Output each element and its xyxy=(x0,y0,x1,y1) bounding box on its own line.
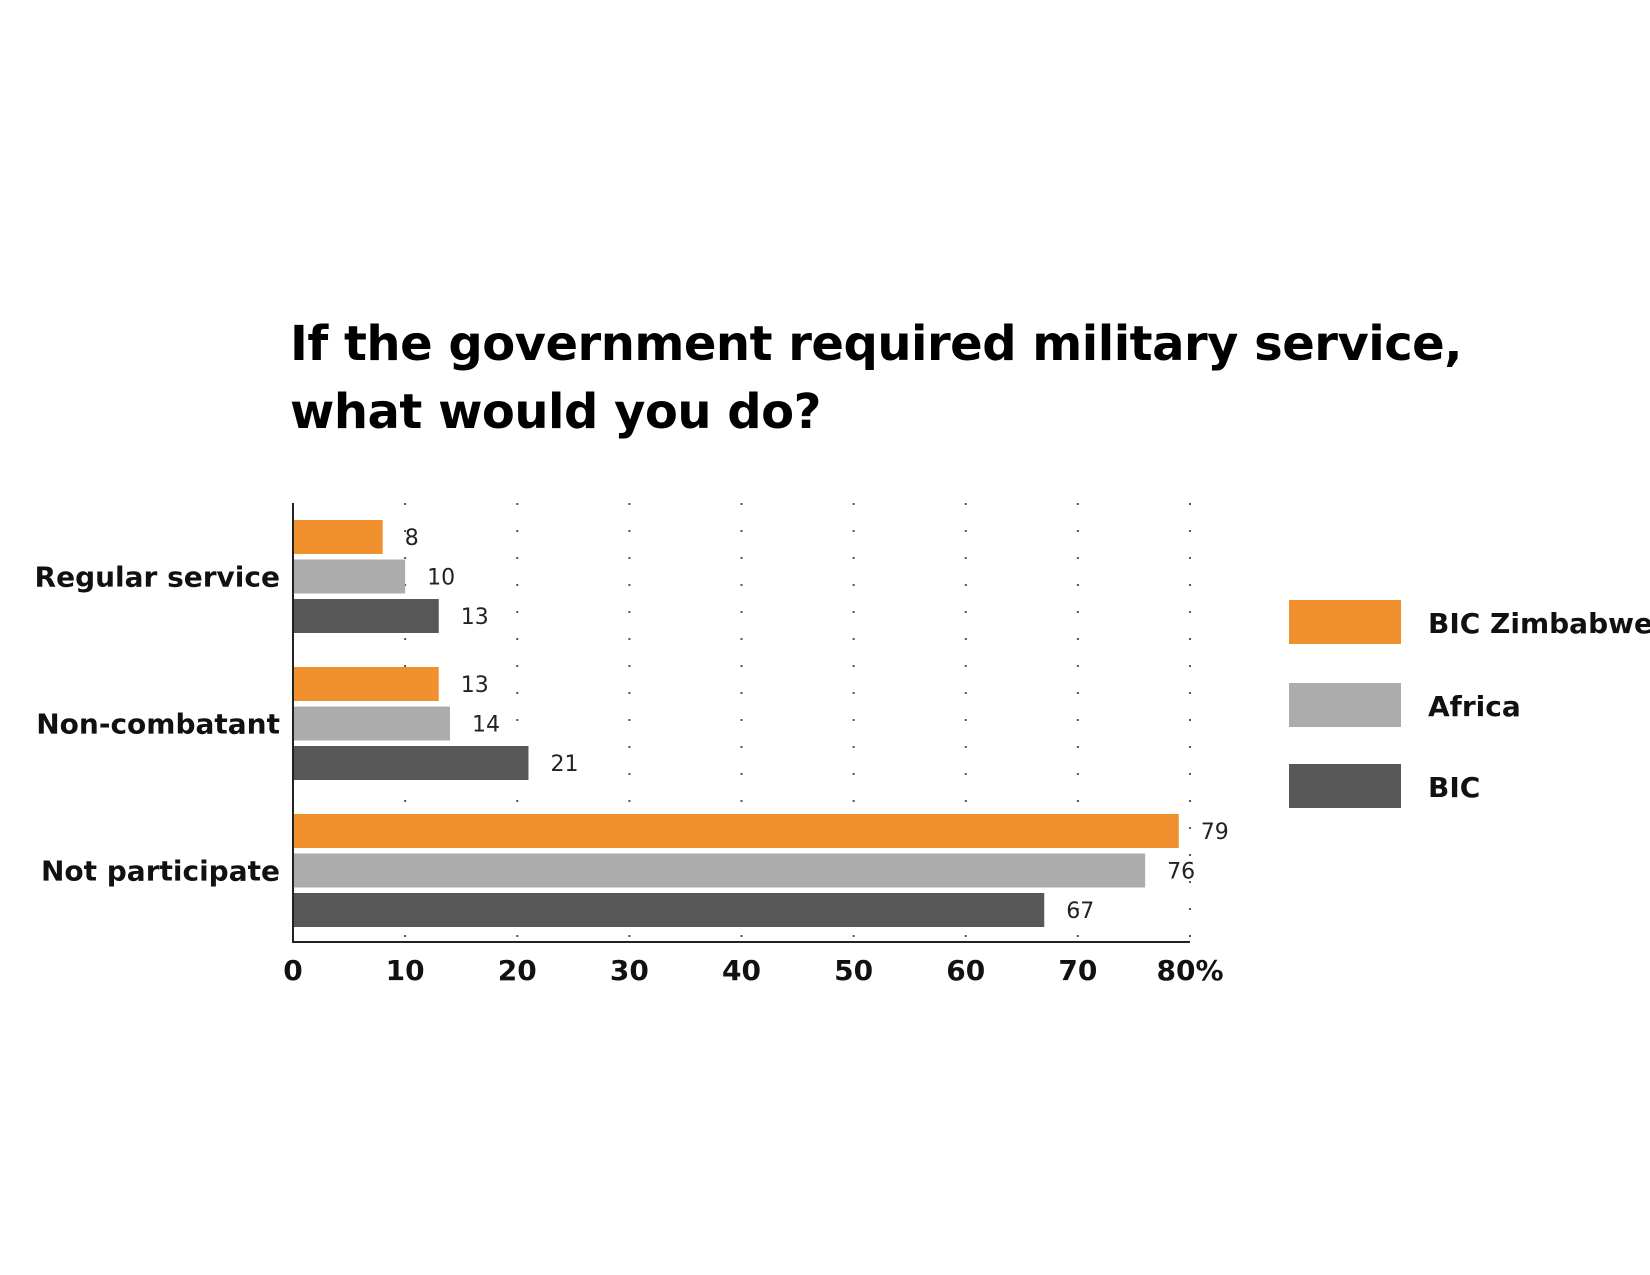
legend-label: Africa xyxy=(1428,690,1521,723)
axes: Regular service Non-combatant Not particip… xyxy=(35,503,1224,987)
bar xyxy=(293,520,383,554)
x-tick-label: 70 xyxy=(1058,954,1097,987)
bar xyxy=(293,667,439,701)
data-label: 13 xyxy=(461,673,489,698)
data-label: 79 xyxy=(1201,820,1229,845)
x-tick-label: 40 xyxy=(722,954,761,987)
bar xyxy=(293,853,1146,888)
data-label: 10 xyxy=(427,566,455,591)
legend-label: BIC Zimbabwe xyxy=(1428,607,1650,640)
bar xyxy=(293,814,1179,848)
category-label: Not participate xyxy=(41,855,280,888)
bar xyxy=(293,599,439,633)
chart-title-line-2: what would you do? xyxy=(290,384,821,440)
category-label: Non-combatant xyxy=(36,708,280,741)
data-label: 8 xyxy=(405,526,419,551)
x-tick-label: 10 xyxy=(386,954,425,987)
legend: BIC Zimbabwe Africa BIC xyxy=(1289,600,1650,808)
legend-swatch xyxy=(1289,683,1401,727)
chart-title-line-1: If the government required military serv… xyxy=(290,316,1462,372)
category-label: Regular service xyxy=(35,561,280,594)
bar xyxy=(293,706,450,741)
bar xyxy=(293,893,1045,927)
x-tick-label: 50 xyxy=(834,954,873,987)
data-label: 14 xyxy=(472,713,500,738)
data-label: 13 xyxy=(461,605,489,630)
legend-label: BIC xyxy=(1428,771,1480,804)
data-label: 76 xyxy=(1167,860,1195,885)
x-tick-label: 0 xyxy=(283,954,302,987)
chart-title: If the government required military serv… xyxy=(290,310,1462,446)
bar xyxy=(293,746,529,780)
x-tick-label: 80% xyxy=(1156,954,1223,987)
x-tick-label: 60 xyxy=(946,954,985,987)
legend-swatch xyxy=(1289,764,1401,808)
legend-swatch xyxy=(1289,600,1401,644)
data-label: 67 xyxy=(1066,899,1094,924)
bar xyxy=(293,559,406,594)
x-tick-label: 20 xyxy=(498,954,537,987)
x-tick-label: 30 xyxy=(610,954,649,987)
data-label: 21 xyxy=(550,752,578,777)
